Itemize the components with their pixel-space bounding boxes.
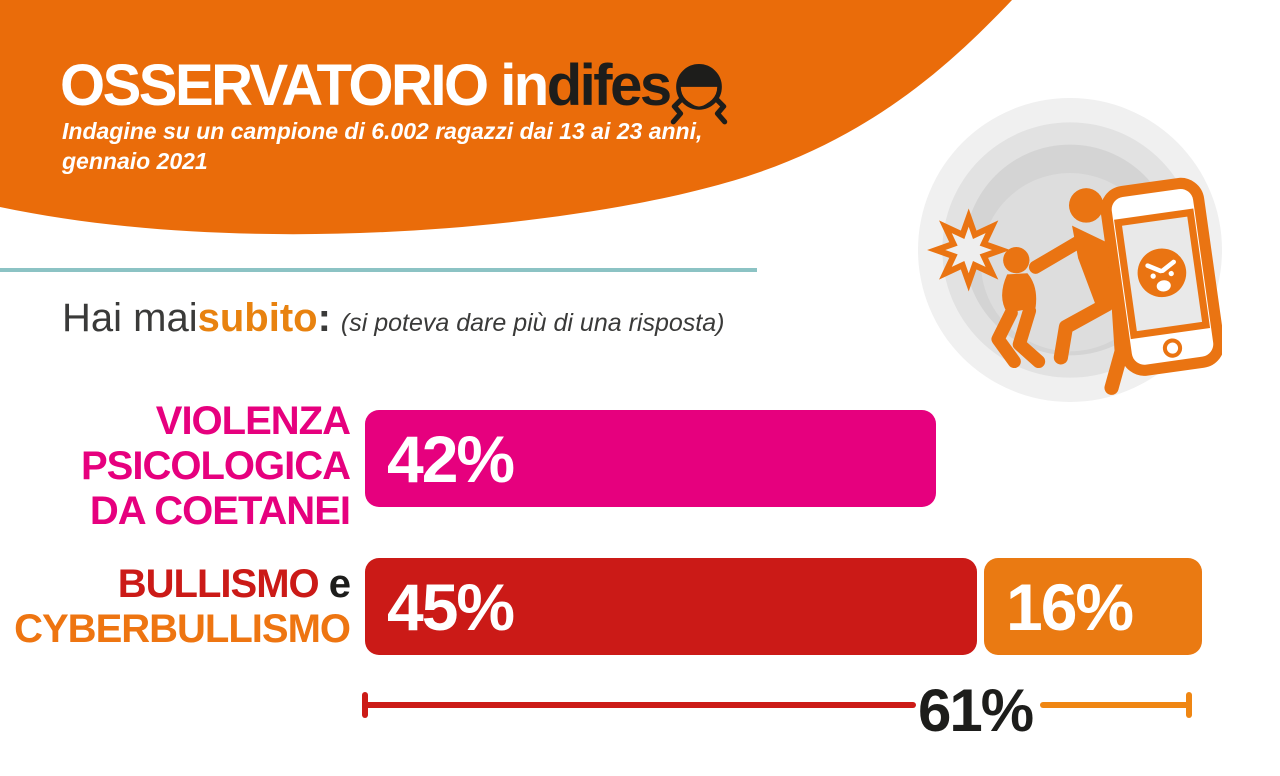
row-label-line: BULLISMO e (0, 562, 351, 607)
bar-value-label: 45% (387, 569, 515, 644)
bar-violenza-psicologica: 42% (365, 410, 936, 507)
bar-value-label: 42% (387, 421, 515, 496)
impact-burst-icon (927, 208, 1011, 292)
question-highlight: subito (197, 296, 318, 340)
total-value-label: 61% (917, 677, 1034, 744)
row-label-line: DA COETANEI (89, 489, 351, 533)
bar-value-label: 16% (1006, 569, 1134, 644)
question-colon: : (317, 296, 331, 340)
victim-figure-icon (991, 246, 1046, 369)
survey-description-line2: gennaio 2021 (62, 148, 208, 174)
bar-row-bullismo: 45% 16% (365, 558, 1202, 655)
question-heading: Hai mai subito : (si poteva dare più di … (62, 296, 724, 341)
bar-row-violenza: 42% (365, 410, 936, 507)
bullying-illustration (918, 98, 1225, 402)
smartphone-icon (1100, 177, 1225, 376)
girl-face-icon (670, 64, 727, 125)
bar-cyberbullismo: 16% (984, 558, 1202, 655)
question-note: (si poteva dare più di una risposta) (340, 309, 725, 337)
row-label-bullismo-cyberbullismo: BULLISMO e CYBERBULLISMO (0, 562, 351, 652)
row-label-cyberbullismo: CYBERBULLISMO (14, 607, 351, 651)
survey-description-line1: Indagine su un campione di 6.002 ragazzi… (62, 118, 703, 144)
bar-bullismo: 45% (365, 558, 977, 655)
row-label-conjunction: e (318, 562, 351, 606)
row-label-line: VIOLENZA (155, 399, 351, 443)
logo: OSSERVATORIO in difes (60, 40, 730, 130)
total-bracket-right-line (1040, 702, 1190, 708)
banner-shape (0, 0, 1012, 235)
survey-description: Indagine su un campione di 6.002 ragazzi… (62, 116, 702, 176)
row-label-line: CYBERBULLISMO (0, 607, 351, 652)
logo-text-dark: difes (546, 52, 672, 118)
home-button-icon (1162, 338, 1183, 358)
total-bracket-right-cap (1186, 692, 1192, 718)
logo-text-white: OSSERVATORIO in (60, 52, 549, 118)
angry-emoji-icon (1137, 248, 1187, 298)
header-banner (0, 0, 1040, 265)
question-prefix: Hai mai (62, 296, 198, 340)
row-label-bullismo: BULLISMO (117, 562, 320, 606)
row-label-line: PSICOLOGICA (80, 444, 351, 488)
teal-divider (0, 268, 757, 272)
total-bracket-left-line (362, 702, 916, 708)
row-label-violenza-psicologica: VIOLENZA PSICOLOGICA DA COETANEI (0, 399, 351, 534)
